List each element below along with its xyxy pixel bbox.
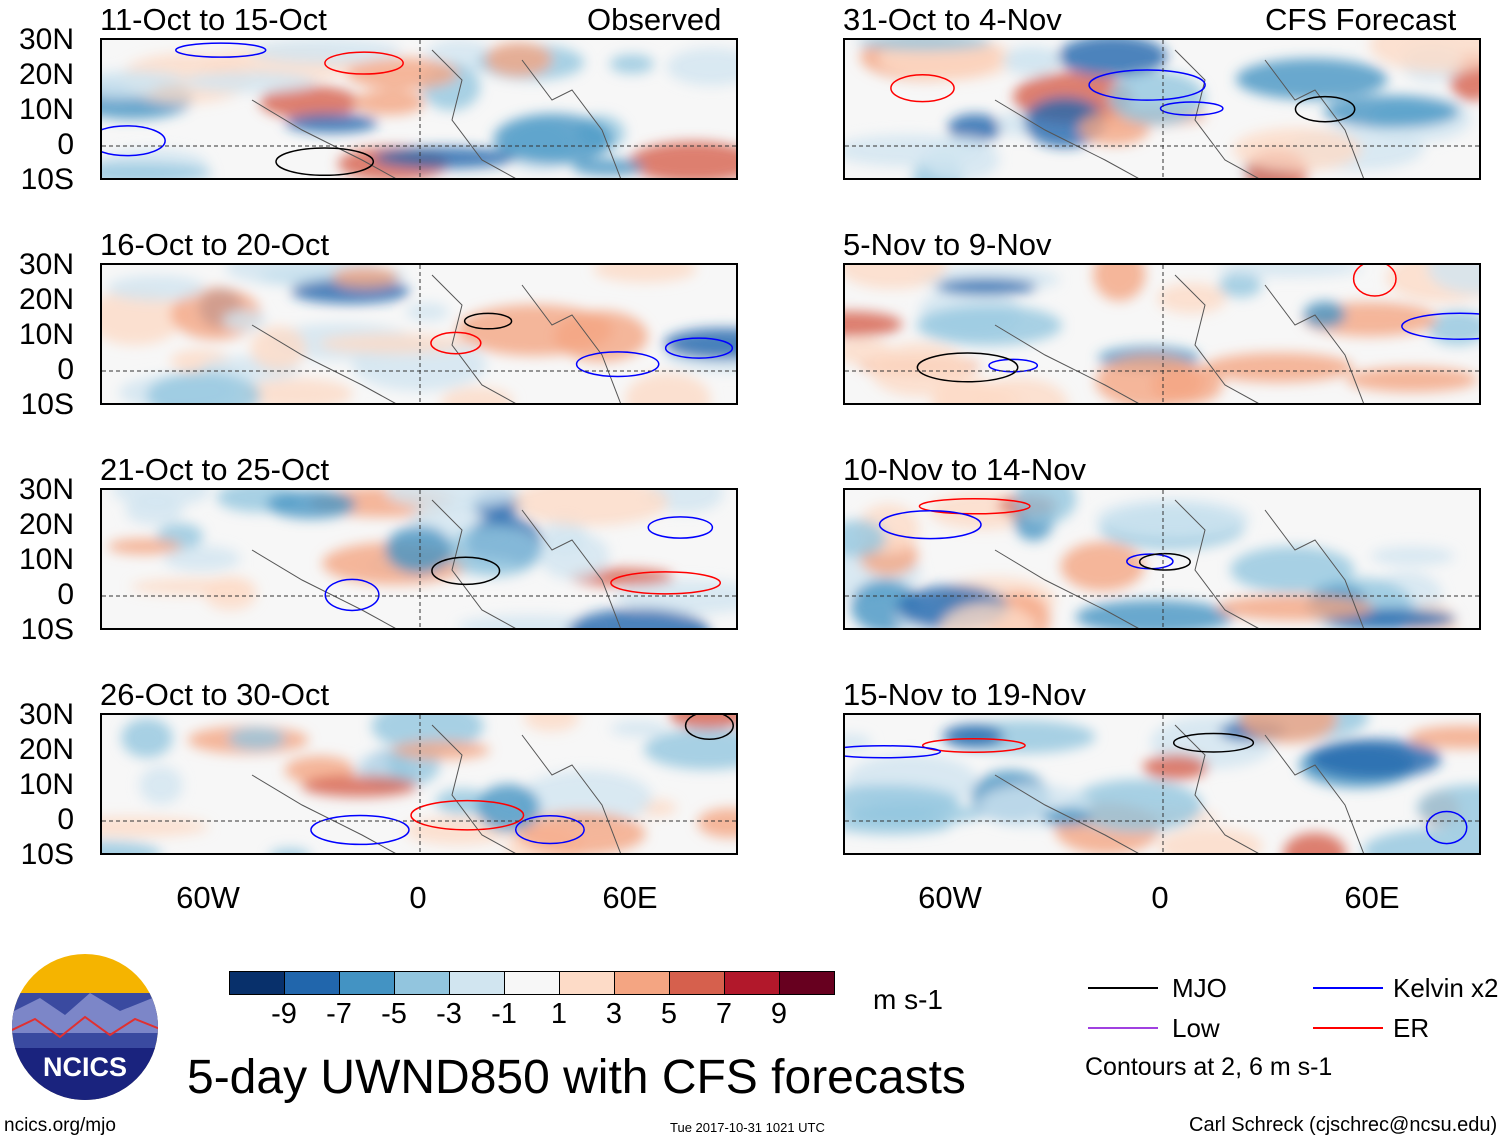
lat-label: 30N (18, 248, 74, 281)
colorbar-tick-label: -9 (271, 998, 297, 1030)
timestamp: Tue 2017-10-31 1021 UTC (670, 1120, 825, 1135)
panel-title: 21-Oct to 25-Oct (100, 452, 330, 487)
colorbar-swatch (615, 972, 670, 994)
colorbar-units: m s-1 (873, 984, 943, 1015)
colorbar-tick-label: -3 (436, 998, 462, 1030)
map-panel (100, 38, 738, 180)
map-panel (843, 263, 1481, 405)
panel-title: 26-Oct to 30-Oct (100, 677, 330, 712)
observed-header: Observed (587, 2, 722, 37)
colorbar-tick-label: -5 (381, 998, 407, 1030)
lat-label: 30N (18, 473, 74, 506)
lat-label: 10S (20, 613, 74, 646)
lat-label: 0 (57, 578, 74, 611)
lat-label: 20N (18, 58, 74, 91)
lat-label: 10S (20, 388, 74, 421)
lon-label: 60W (918, 880, 982, 915)
panel-title: 15-Nov to 19-Nov (843, 677, 1086, 712)
map-panel (100, 713, 738, 855)
colorbar-swatch (780, 972, 834, 994)
lat-label: 20N (18, 283, 74, 316)
lat-label: 10S (20, 838, 74, 871)
colorbar-swatch (340, 972, 395, 994)
colorbar-tick-label: 5 (660, 998, 678, 1030)
panel-title: 11-Oct to 15-Oct (100, 2, 327, 37)
lat-label: 30N (18, 23, 74, 56)
legend-label-low: Low (1172, 1013, 1220, 1043)
colorbar-swatch (670, 972, 725, 994)
colorbar-tick-label: 3 (605, 998, 623, 1030)
ncics-logo: NCICS (12, 954, 158, 1100)
colorbar (229, 971, 835, 995)
lat-label: 20N (18, 508, 74, 541)
colorbar-tick-label: 7 (715, 998, 733, 1030)
panel-title: 16-Oct to 20-Oct (100, 227, 330, 262)
colorbar-tick-label: 9 (770, 998, 788, 1030)
colorbar-tick-label: 1 (550, 998, 568, 1030)
colorbar-tick-label: -7 (326, 998, 352, 1030)
colorbar-swatch (505, 972, 560, 994)
lat-label: 0 (57, 803, 74, 836)
figure-title: 5-day UWND850 with CFS forecasts (187, 1051, 966, 1104)
lon-label: 60W (176, 880, 240, 915)
contours-note: Contours at 2, 6 m s-1 (1085, 1053, 1333, 1081)
lon-label: 60E (1344, 880, 1400, 915)
colorbar-swatch (230, 972, 285, 994)
lat-label: 0 (57, 128, 74, 161)
colorbar-swatch (450, 972, 505, 994)
legend-line-mjo (1088, 987, 1158, 989)
lon-label: 60E (602, 880, 658, 915)
colorbar-swatch (285, 972, 340, 994)
lon-label: 0 (1151, 880, 1169, 915)
map-panel (843, 38, 1481, 180)
panel-title: 5-Nov to 9-Nov (843, 227, 1052, 262)
lat-label: 10N (18, 318, 74, 351)
lat-label: 10S (20, 163, 74, 196)
map-panel (843, 488, 1481, 630)
lat-label: 10N (18, 543, 74, 576)
credit: Carl Schreck (cjschrec@ncsu.edu) (1189, 1114, 1498, 1136)
lat-label: 20N (18, 733, 74, 766)
colorbar-swatch (560, 972, 615, 994)
lon-label: 0 (409, 880, 427, 915)
lat-label: 30N (18, 698, 74, 731)
site-link[interactable]: ncics.org/mjo (4, 1115, 116, 1136)
legend-line-kelvin (1313, 987, 1383, 989)
lat-label: 10N (18, 768, 74, 801)
legend-label-mjo: MJO (1172, 973, 1227, 1003)
map-panel (100, 263, 738, 405)
panel-title: 10-Nov to 14-Nov (843, 452, 1086, 487)
legend-label-er: ER (1393, 1013, 1430, 1043)
legend-line-low (1088, 1027, 1158, 1029)
colorbar-swatch (725, 972, 780, 994)
legend-label-kelvin: Kelvin x2 (1393, 973, 1499, 1003)
logo-text: NCICS (43, 1052, 127, 1082)
legend-line-er (1313, 1027, 1383, 1029)
lat-label: 10N (18, 93, 74, 126)
lat-label: 0 (57, 353, 74, 386)
panel-title: 31-Oct to 4-Nov (843, 2, 1062, 37)
map-panel (843, 713, 1481, 855)
colorbar-swatch (395, 972, 450, 994)
colorbar-tick-label: -1 (491, 998, 517, 1030)
forecast-header: CFS Forecast (1265, 2, 1457, 37)
map-panel (100, 488, 738, 630)
